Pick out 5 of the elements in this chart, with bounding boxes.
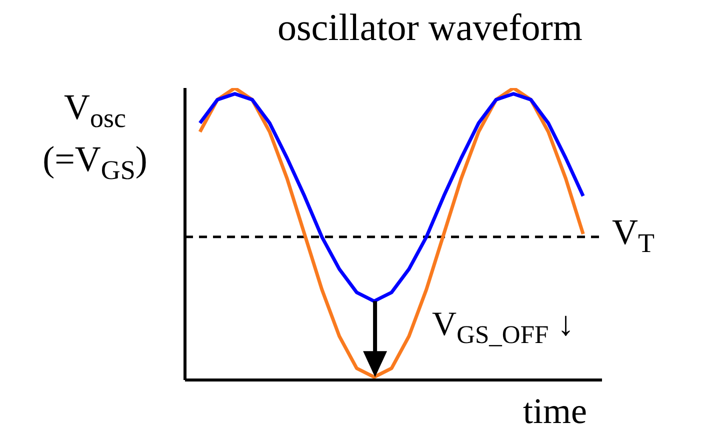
ref-line-label: V$_{T}$	[612, 212, 654, 259]
y-axis-title: V$_{osc}$ (=V$_{GS}$)	[42, 87, 148, 186]
x-axis-title: time	[523, 391, 587, 432]
annotation: V$_{GS_OFF}$ ↓	[432, 306, 574, 349]
chart-title: oscillator waveform	[278, 7, 582, 50]
